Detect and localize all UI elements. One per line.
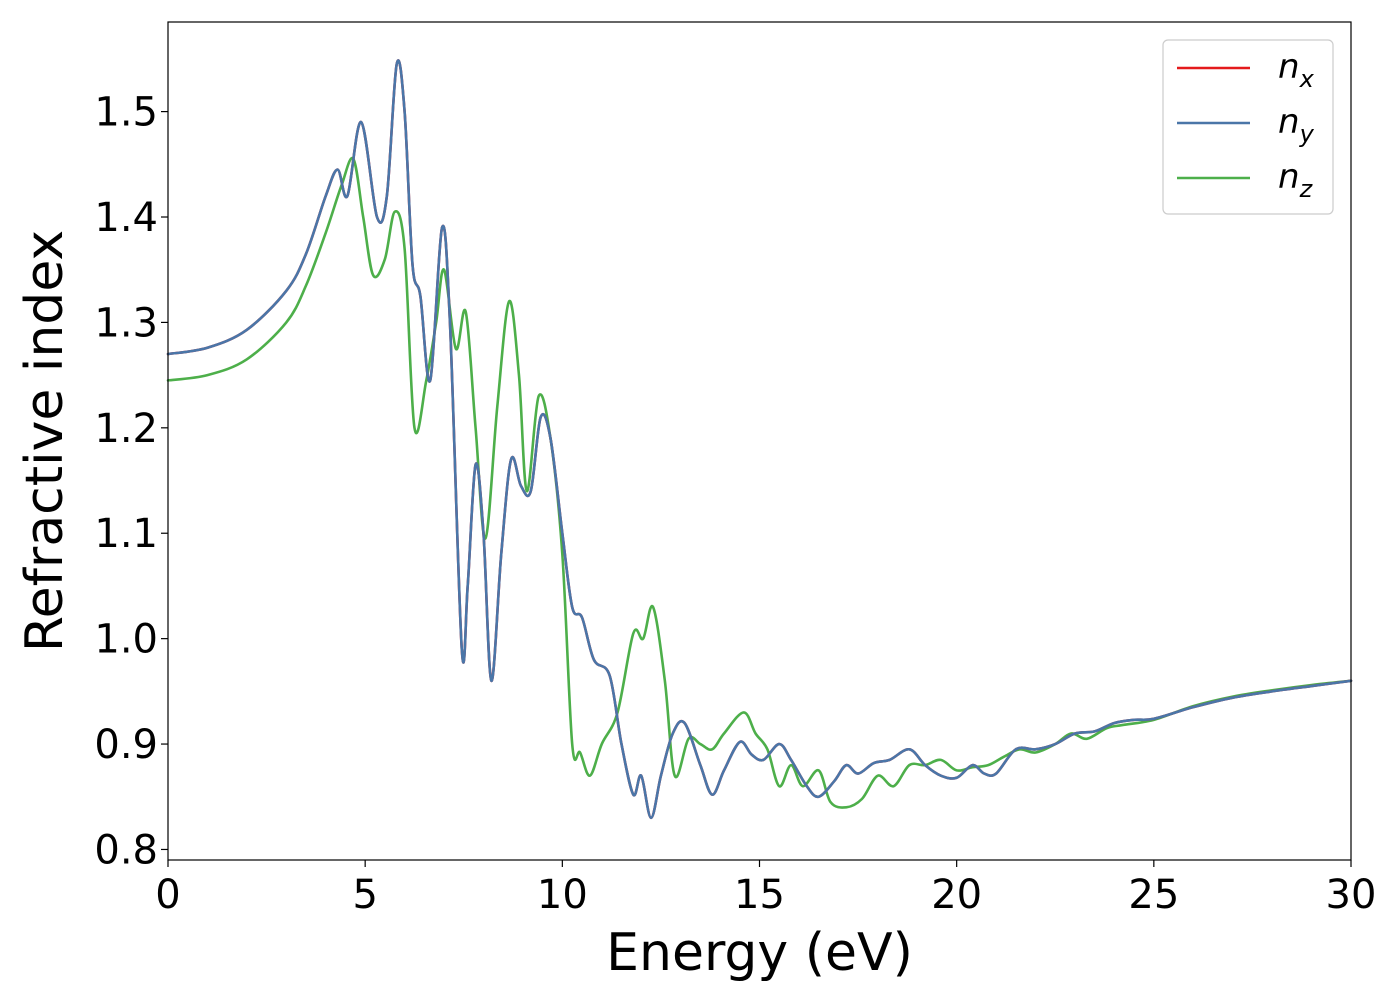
x-tick-label: 30	[1326, 872, 1377, 918]
series-line-z	[166, 156, 1353, 809]
legend-box	[1162, 39, 1334, 215]
series-layer	[166, 59, 1353, 820]
y-tick-label: 1.0	[94, 617, 158, 663]
x-tick-label: 20	[931, 872, 982, 918]
y-axis-ticks: 0.8 0.9 1.0 1.1 1.2 1.3 1.4 1.5	[94, 90, 168, 873]
y-tick-label: 1.1	[94, 511, 158, 557]
x-tick-label: 25	[1128, 872, 1179, 918]
y-tick-label: 1.2	[94, 406, 158, 452]
y-tick-label: 1.5	[94, 90, 158, 136]
y-tick-label: 0.9	[94, 722, 158, 768]
y-tick-label: 0.8	[94, 827, 158, 873]
x-tick-label: 10	[537, 872, 588, 918]
x-tick-label: 15	[734, 872, 785, 918]
x-tick-label: 5	[352, 872, 377, 918]
x-tick-label: 0	[155, 872, 180, 918]
y-tick-label: 1.3	[94, 300, 158, 346]
x-axis-ticks: 0 5 10 15 20 25 30	[155, 860, 1376, 918]
y-axis-label: Refractive index	[15, 230, 75, 652]
y-tick-label: 1.4	[94, 195, 158, 241]
series-line-y	[166, 59, 1353, 820]
x-axis-label: Energy (eV)	[606, 923, 913, 983]
